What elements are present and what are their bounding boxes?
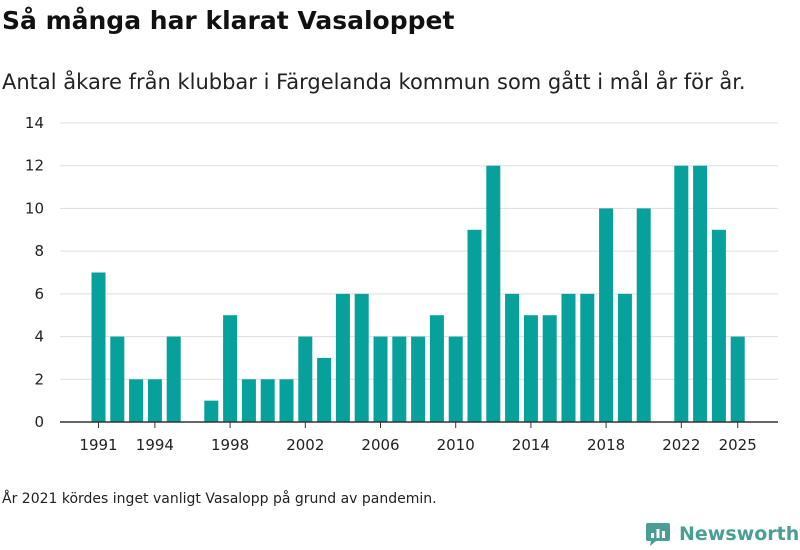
y-tick-label: 6 (34, 285, 44, 303)
brand-name: Newsworthy (679, 523, 800, 545)
bar-2024 (711, 229, 726, 422)
bar-2011 (467, 229, 482, 422)
bar-2017 (580, 293, 595, 422)
bar-2005 (354, 293, 369, 422)
bar-2000 (260, 379, 275, 422)
y-tick-label: 12 (25, 157, 44, 175)
y-axis-ticks: 0 2 4 6 8 10 12 14 (25, 114, 44, 431)
x-tick-label: 2018 (587, 436, 625, 454)
bar-2006 (373, 336, 388, 422)
bars (91, 165, 745, 422)
bar-2009 (429, 315, 444, 422)
bar-2003 (317, 357, 332, 422)
bar-1999 (241, 379, 256, 422)
x-tick-label: 2006 (361, 436, 399, 454)
bar-2013 (505, 293, 520, 422)
bar-2022 (674, 165, 689, 422)
bar-2012 (486, 165, 501, 422)
newsworthy-logo-icon (646, 523, 670, 546)
bar-1991 (91, 272, 106, 422)
x-tick-label: 2010 (437, 436, 475, 454)
bar-2015 (542, 315, 557, 422)
bar-2002 (298, 336, 313, 422)
y-tick-label: 4 (34, 328, 44, 346)
bar-2019 (617, 293, 632, 422)
y-tick-label: 2 (34, 370, 44, 388)
bar-2025 (730, 336, 745, 422)
bar-1993 (129, 379, 144, 422)
footnote: År 2021 kördes inget vanligt Vasalopp på… (2, 491, 437, 507)
bar-2018 (599, 208, 614, 422)
x-tick-label: 1998 (211, 436, 249, 454)
chart-title: Så många har klarat Vasaloppet (2, 6, 455, 35)
bar-2010 (448, 336, 463, 422)
bar-1994 (147, 379, 162, 422)
bar-2014 (523, 315, 538, 422)
bar-2001 (279, 379, 294, 422)
y-tick-label: 0 (34, 413, 44, 431)
y-tick-label: 14 (25, 114, 44, 132)
bar-1998 (223, 315, 238, 422)
x-tick-label: 1991 (79, 436, 117, 454)
x-axis-ticks: 1991 1994 1998 2002 2006 2010 2014 2018 2022 2025 (79, 422, 757, 454)
bar-2016 (561, 293, 576, 422)
bar-2023 (693, 165, 708, 422)
y-tick-label: 10 (25, 199, 44, 217)
bar-2004 (335, 293, 350, 422)
y-tick-label: 8 (34, 242, 44, 260)
bar-2008 (411, 336, 426, 422)
bar-1992 (110, 336, 125, 422)
bar-1997 (204, 400, 219, 422)
bar-2020 (636, 208, 651, 422)
brand-logo: Newsworthy (645, 519, 800, 549)
x-tick-label: 2022 (662, 436, 700, 454)
x-tick-label: 1994 (136, 436, 174, 454)
bar-2007 (392, 336, 407, 422)
chart-subtitle: Antal åkare från klubbar i Färgelanda ko… (2, 70, 746, 94)
bar-chart: 0 2 4 6 8 10 12 14 1991 1994 1998 2002 2006 2010 2014… (25, 114, 778, 454)
bar-1995 (166, 336, 181, 422)
x-tick-label: 2014 (512, 436, 550, 454)
x-tick-label: 2025 (719, 436, 757, 454)
x-tick-label: 2002 (286, 436, 324, 454)
